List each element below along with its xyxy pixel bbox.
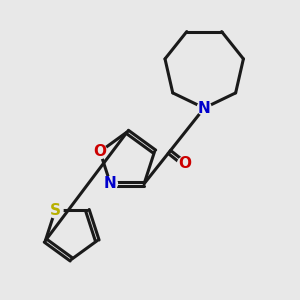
Text: N: N bbox=[104, 176, 117, 191]
Text: O: O bbox=[178, 156, 191, 171]
Circle shape bbox=[48, 202, 63, 218]
Circle shape bbox=[197, 101, 211, 115]
Circle shape bbox=[177, 157, 191, 171]
Circle shape bbox=[103, 177, 117, 191]
Text: O: O bbox=[94, 144, 106, 159]
Text: S: S bbox=[50, 202, 61, 217]
Circle shape bbox=[93, 145, 107, 159]
Text: N: N bbox=[198, 100, 211, 116]
